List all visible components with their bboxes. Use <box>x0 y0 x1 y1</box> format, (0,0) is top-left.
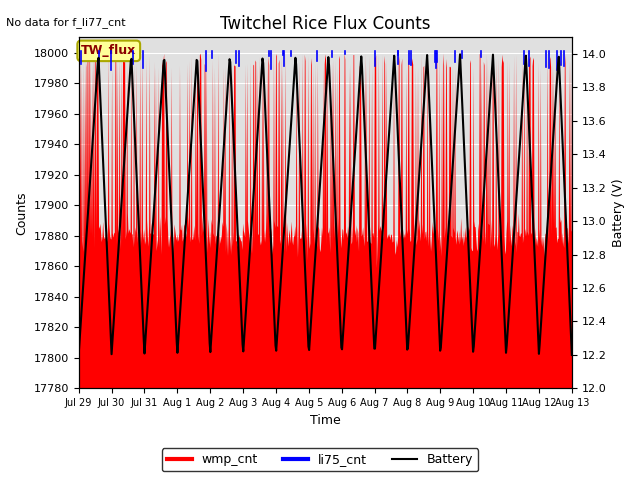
Text: No data for f_li77_cnt: No data for f_li77_cnt <box>6 17 126 28</box>
X-axis label: Time: Time <box>310 414 340 427</box>
Legend: wmp_cnt, li75_cnt, Battery: wmp_cnt, li75_cnt, Battery <box>162 448 478 471</box>
Title: Twitchel Rice Flux Counts: Twitchel Rice Flux Counts <box>220 15 431 33</box>
Y-axis label: Counts: Counts <box>15 191 28 235</box>
Text: TW_flux: TW_flux <box>81 44 136 57</box>
Y-axis label: Battery (V): Battery (V) <box>612 179 625 247</box>
